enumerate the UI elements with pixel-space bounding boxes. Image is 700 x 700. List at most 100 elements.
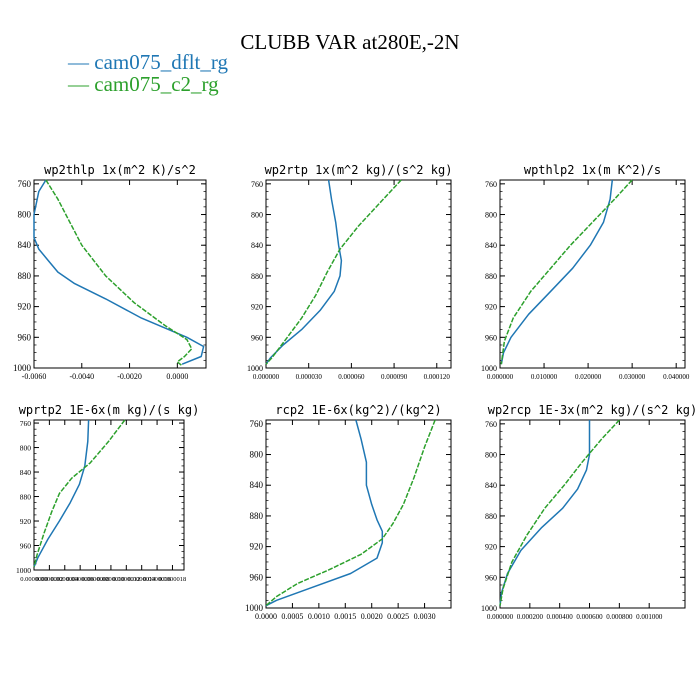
panel-4-xtick-label: 0.0025 — [387, 612, 409, 621]
panel-1-ytick-label: 760 — [251, 180, 263, 189]
panel-3-ytick-label: 760 — [20, 419, 32, 428]
panel-4-xtick-label: 0.0000 — [255, 612, 277, 621]
panel-4-xtick-label: 0.0020 — [361, 612, 383, 621]
panel-4-frame — [265, 419, 452, 609]
panel-2-xtick-label: 0.030000 — [619, 373, 646, 381]
panel-1-xtick-label: 0.000120 — [424, 373, 451, 381]
panel-0-frame — [33, 179, 207, 369]
panel-2-xtick-label: 0.040000 — [663, 373, 690, 381]
panel-5-series-c2 — [499, 419, 620, 606]
panel-4-ytick-label: 800 — [250, 450, 264, 460]
panel-4-ytick-label: 880 — [250, 511, 264, 521]
panel-2-series-dflt — [500, 179, 614, 365]
panel-5-xtick-label: 0.000600 — [576, 613, 603, 621]
panel-2-ytick-label: 880 — [485, 272, 497, 281]
panel-1-ytick-label: 880 — [251, 272, 263, 281]
panel-0-ytick-label: 760 — [18, 179, 32, 189]
panel-3-ytick-label: 880 — [20, 493, 32, 502]
panel-0-ytick-label: 920 — [18, 302, 32, 312]
panel-3-series-c2 — [33, 419, 126, 568]
panel-3-xtick-label: 0.0000006 — [66, 576, 94, 583]
panel-1-title: wp2rtp 1x(m^2 kg)/(s^2 kg) — [265, 163, 453, 177]
panel-5-xtick-label: 0.000000 — [487, 613, 514, 621]
panel-0-series-dflt — [33, 179, 205, 365]
panel-5-ytick-label: 960 — [485, 573, 497, 582]
panel-3-xtick-label: 0.0000018 — [159, 576, 187, 583]
panel-5-ytick-label: 840 — [485, 481, 497, 490]
panel-5-ytick-label: 1000 — [481, 604, 497, 613]
panel-1-xtick-label: 0.000030 — [296, 373, 323, 381]
panel-5-ytick-label: 920 — [485, 543, 497, 552]
panel-1-series-c2 — [265, 179, 402, 365]
panel-0-ytick-label: 800 — [18, 210, 32, 220]
panel-2-xtick-label: 0.020000 — [575, 373, 602, 381]
panel-2-frame — [499, 179, 686, 369]
panel-3-xtick-label: 0.0000008 — [82, 576, 110, 583]
panel-0-ytick-label: 960 — [18, 332, 32, 342]
panel-3-ytick-label: 840 — [20, 468, 32, 477]
panel-4-xtick-label: 0.0010 — [308, 612, 330, 621]
panel-0-series-c2 — [45, 179, 193, 367]
panel-3-ytick-label: 800 — [20, 444, 32, 453]
panel-2-xtick-label: 0.010000 — [531, 373, 558, 381]
panel-2-ytick-label: 760 — [485, 180, 497, 189]
panel-5-ytick-label: 760 — [485, 420, 497, 429]
panel-4-ytick-label: 840 — [250, 480, 264, 490]
panel-5-xtick-label: 0.000200 — [517, 613, 544, 621]
panel-2-xtick-label: 0.000000 — [487, 373, 514, 381]
panel-3-series-dflt — [33, 419, 90, 568]
panel-4-ytick-label: 960 — [250, 572, 264, 582]
panel-5-xtick-label: 0.000800 — [606, 613, 633, 621]
panel-3-xtick-label: 0.0000002 — [36, 576, 64, 583]
panel-3-xtick-label: 0.0000014 — [128, 576, 156, 583]
panel-1-ytick-label: 920 — [251, 303, 263, 312]
panel-2-title: wpthlp2 1x(m K^2)/s — [524, 163, 661, 177]
panel-3-ytick-label: 920 — [20, 517, 32, 526]
panel-0-xtick-label: 0.0000 — [166, 372, 188, 381]
panel-0-ytick-label: 1000 — [13, 363, 32, 373]
panel-0-xtick-label: -0.0060 — [22, 372, 47, 381]
panel-1-ytick-label: 840 — [251, 241, 263, 250]
panel-5-ytick-label: 800 — [485, 451, 497, 460]
panel-1-series-dflt — [265, 179, 343, 365]
panel-1-ytick-label: 1000 — [247, 364, 263, 373]
panel-3-xtick-label: 0.0000000 — [20, 576, 48, 583]
legend-entry-dflt: — cam075_dflt_rg — [68, 50, 229, 74]
panel-1-xtick-label: 0.000060 — [338, 373, 365, 381]
panel-4-series-dflt — [265, 419, 384, 607]
panel-3-xtick-label: 0.0000004 — [51, 576, 79, 583]
panel-5-frame — [499, 419, 686, 609]
panel-5-xtick-label: 0.001000 — [636, 613, 663, 621]
panel-4-xtick-label: 0.0030 — [414, 612, 436, 621]
panel-3-xtick-label: 0.0000016 — [143, 576, 171, 583]
panel-4-xtick-label: 0.0005 — [281, 612, 303, 621]
panel-3-ytick-label: 1000 — [16, 566, 31, 575]
panel-5-ytick-label: 880 — [485, 512, 497, 521]
panel-0-xtick-label: -0.0020 — [117, 372, 142, 381]
panel-4-ytick-label: 760 — [250, 419, 264, 429]
panel-3-frame — [33, 419, 185, 571]
panel-0-xtick-label: -0.0040 — [69, 372, 94, 381]
panel-3-xtick-label: 0.0000012 — [112, 576, 140, 583]
legend-entry-c2: — cam075_c2_rg — [68, 72, 219, 96]
panel-4-ytick-label: 920 — [250, 542, 264, 552]
panel-0-ytick-label: 880 — [18, 271, 32, 281]
panel-2-ytick-label: 1000 — [481, 364, 497, 373]
panel-4-title: rcp2 1E-6x(kg^2)/(kg^2) — [275, 403, 441, 417]
panel-3-title: wprtp2 1E-6x(m kg)/(s kg) — [19, 403, 200, 417]
panel-2-ytick-label: 920 — [485, 303, 497, 312]
page-title: CLUBB VAR at280E,-2N — [240, 30, 460, 54]
panel-5-xtick-label: 0.000400 — [547, 613, 574, 621]
panel-0-ytick-label: 840 — [18, 240, 32, 250]
panel-1-ytick-label: 800 — [251, 211, 263, 220]
panel-1-xtick-label: 0.000090 — [381, 373, 408, 381]
panel-4-series-c2 — [265, 419, 436, 607]
panel-1-ytick-label: 960 — [251, 333, 263, 342]
panel-2-ytick-label: 960 — [485, 333, 497, 342]
panel-1-xtick-label: 0.000000 — [253, 373, 280, 381]
panel-4-ytick-label: 1000 — [245, 603, 264, 613]
panel-1-frame — [265, 179, 452, 369]
panel-3-ytick-label: 960 — [20, 542, 32, 551]
panel-2-ytick-label: 800 — [485, 211, 497, 220]
